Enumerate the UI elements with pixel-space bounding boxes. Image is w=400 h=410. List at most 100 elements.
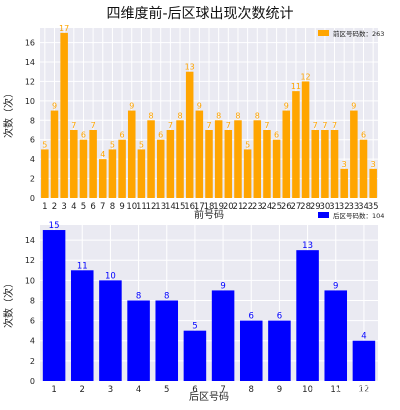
top-bar-value-label: 9	[351, 102, 356, 111]
top-bar	[70, 130, 78, 198]
top-bar-value-label: 12	[300, 72, 310, 81]
bottom-bar-value-label: 4	[361, 332, 366, 342]
top-bar-value-label: 5	[42, 140, 47, 149]
top-bar-value-label: 7	[313, 121, 318, 130]
bottom-legend-swatch	[318, 212, 329, 218]
top-bar	[272, 139, 281, 198]
top-x-tick-label: 14	[165, 202, 176, 212]
bottom-x-tick-label: 10	[302, 385, 313, 395]
bottom-x-tick-label: 4	[136, 385, 141, 395]
top-bar-value-label: 6	[158, 131, 163, 140]
top-bar	[185, 71, 194, 198]
top-bar	[108, 149, 117, 198]
bottom-bar	[296, 250, 319, 381]
top-bar-value-label: 7	[91, 121, 96, 130]
bottom-bar	[155, 300, 179, 381]
bottom-bar-value-label: 6	[249, 312, 254, 322]
top-x-tick-label: 17	[194, 202, 205, 212]
watermark-text: 知乎 @数字故事	[311, 384, 393, 397]
bottom-y-tick-label: 0	[30, 377, 35, 386]
bottom-x-tick-label: 7	[220, 385, 225, 395]
bottom-legend-label: 后区号码数：104	[333, 211, 384, 220]
top-bar	[99, 159, 107, 198]
top-bar	[79, 139, 88, 198]
top-bar-value-label: 11	[291, 82, 301, 91]
top-bar-value-label: 8	[216, 111, 221, 120]
top-bar-value-label: 7	[322, 121, 327, 130]
bottom-bar	[127, 300, 150, 381]
bottom-y-tick-label: 6	[30, 317, 35, 326]
top-bar-value-label: 6	[81, 131, 86, 140]
top-bar	[89, 130, 97, 198]
top-legend-swatch	[318, 30, 329, 36]
bottom-x-tick-label: 9	[277, 385, 282, 395]
top-bar-value-label: 7	[168, 121, 173, 130]
top-bar	[292, 91, 300, 198]
top-x-tick-label: 13	[155, 202, 166, 212]
bottom-x-tick-label: 2	[80, 385, 85, 395]
bottom-x-tick-label: 11	[330, 385, 341, 395]
top-x-tick-label: 8	[110, 202, 115, 212]
top-bar	[234, 120, 242, 198]
top-bar	[301, 81, 310, 198]
top-x-tick-label: 3	[61, 202, 66, 212]
top-bar	[195, 110, 204, 198]
top-bar-value-label: 5	[139, 140, 144, 149]
top-x-tick-label: 22	[242, 202, 253, 212]
bottom-bar-value-label: 6	[277, 312, 282, 322]
top-x-tick-label: 2	[52, 202, 57, 212]
bottom-bar-value-label: 9	[333, 281, 338, 291]
top-x-tick-label: 24	[262, 202, 273, 212]
top-x-tick-label: 19	[213, 202, 224, 212]
top-x-tick-label: 26	[281, 202, 292, 212]
top-bar-value-label: 8	[177, 111, 182, 120]
bottom-plot-area	[40, 225, 378, 381]
top-bar	[369, 168, 377, 198]
top-bar-value-label: 4	[100, 150, 105, 159]
bottom-bar	[268, 320, 291, 381]
top-y-tick-label: 2	[30, 175, 35, 184]
top-x-tick-label: 29	[310, 202, 321, 212]
top-bar-value-label: 9	[129, 102, 134, 111]
bottom-x-axis-label: 后区号码	[189, 391, 229, 403]
top-bar	[311, 130, 319, 198]
bottom-bar-value-label: 13	[302, 241, 313, 251]
top-y-tick-label: 10	[25, 97, 35, 106]
top-legend-label: 前区号码数：263	[333, 29, 384, 38]
bottom-bar	[42, 230, 66, 381]
top-x-tick-label: 31	[329, 202, 340, 212]
bottom-y-tick-label: 10	[25, 276, 35, 285]
top-bar	[321, 130, 329, 198]
bottom-y-tick-label: 12	[25, 256, 35, 265]
top-x-tick-label: 15	[175, 202, 186, 212]
top-x-tick-label: 9	[119, 202, 124, 212]
top-x-tick-label: 20	[223, 202, 234, 212]
top-x-tick-label: 27	[291, 202, 302, 212]
top-bar	[50, 110, 59, 198]
top-bar-value-label: 3	[342, 160, 347, 169]
bottom-y-tick-label: 4	[30, 337, 35, 346]
top-y-tick-label: 16	[25, 39, 35, 48]
top-bar	[118, 139, 126, 198]
top-bar	[214, 120, 223, 198]
top-bar	[282, 110, 291, 198]
top-bar	[137, 149, 146, 198]
top-x-tick-label: 18	[204, 202, 215, 212]
top-y-tick-label: 14	[25, 58, 35, 67]
top-x-tick-label: 12	[146, 202, 157, 212]
top-x-tick-label: 30	[319, 202, 330, 212]
top-x-tick-label: 34	[358, 202, 369, 212]
top-bar-value-label: 8	[235, 111, 240, 120]
top-x-tick-label: 21	[233, 202, 244, 212]
top-bar	[166, 130, 175, 198]
top-bar	[340, 168, 348, 198]
bottom-y-axis-label: 次数（次）	[2, 278, 15, 328]
top-bar	[263, 130, 271, 198]
bottom-bar	[211, 290, 235, 381]
top-x-tick-label: 1	[42, 202, 47, 212]
top-x-tick-label: 28	[300, 202, 311, 212]
bottom-bar-value-label: 8	[136, 291, 141, 301]
bottom-bar	[70, 270, 94, 381]
top-bar-value-label: 7	[206, 121, 211, 130]
